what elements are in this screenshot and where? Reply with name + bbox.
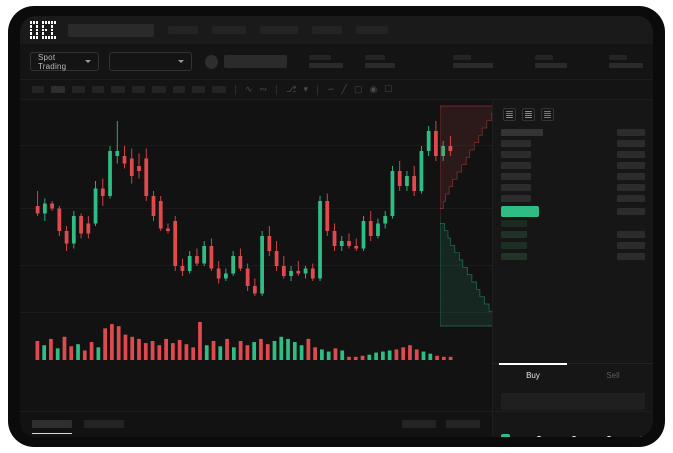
nav-item-2[interactable] <box>212 26 246 34</box>
ticker-stat-1 <box>309 55 343 68</box>
settings-icon[interactable]: ◉ <box>369 84 378 94</box>
ticker-stat-4 <box>535 55 567 68</box>
order-book-row[interactable] <box>501 160 645 171</box>
search-input[interactable] <box>68 23 154 37</box>
timeframe-button-8[interactable] <box>173 86 185 93</box>
buy-sell-tabs: Buy Sell <box>493 363 653 387</box>
chart-toolbar: ∿ ∾ ⎇ ▾ ∽ ╱ ▢ ◉ ☐ <box>20 80 653 100</box>
orders-action-2[interactable] <box>446 420 480 428</box>
bottom-panel <box>20 396 653 437</box>
ticker-stat-5 <box>609 55 643 68</box>
nav-item-1[interactable] <box>168 26 198 34</box>
order-book-panel: Buy Sell <box>492 100 653 411</box>
timeframe-button-1[interactable] <box>32 86 44 93</box>
order-book-rows <box>493 127 653 262</box>
orders-panel <box>20 412 492 437</box>
candlestick-chart <box>35 121 453 296</box>
order-book-row[interactable] <box>501 218 645 229</box>
nav-item-4[interactable] <box>312 26 342 34</box>
order-book-view-toggles <box>493 100 653 127</box>
toolbar-divider <box>276 84 278 95</box>
fullscreen-icon[interactable]: ☐ <box>384 84 393 94</box>
timeframe-button-7[interactable] <box>152 86 166 93</box>
tab-open-orders[interactable] <box>32 420 72 434</box>
nav-item-3[interactable] <box>260 26 298 34</box>
main-content: Buy Sell <box>20 100 653 411</box>
asks-view-icon[interactable] <box>541 108 554 121</box>
order-book-header-row <box>501 127 645 138</box>
order-book-row[interactable] <box>501 171 645 182</box>
toolbar-divider <box>317 84 318 95</box>
tab-sell[interactable]: Sell <box>606 371 620 380</box>
ticker-stat-3 <box>453 55 493 68</box>
trading-mode-selector[interactable]: Spot Trading <box>30 52 100 71</box>
okx-logo[interactable] <box>30 21 56 39</box>
ticker-stat-2 <box>365 55 395 68</box>
order-entry-panel <box>492 396 653 437</box>
nav-item-5[interactable] <box>356 26 388 34</box>
app-screen: Spot Trading <box>20 16 653 437</box>
orders-actions <box>402 420 480 428</box>
combined-view-icon[interactable] <box>503 108 516 121</box>
order-book-row[interactable] <box>501 193 645 204</box>
timeframe-button-5[interactable] <box>111 86 125 93</box>
top-navigation-bar <box>20 16 653 44</box>
timeframe-button-2[interactable] <box>51 86 65 93</box>
coin-avatar-icon <box>205 54 219 69</box>
order-book-row[interactable] <box>501 182 645 193</box>
chevron-down-icon <box>85 60 92 63</box>
line-chart-icon[interactable]: ∿ <box>245 84 253 94</box>
ticker-bar: Spot Trading <box>20 44 653 80</box>
volume-histogram <box>35 322 453 360</box>
slider-marker-100[interactable] <box>639 435 645 437</box>
order-book-row[interactable] <box>501 149 645 160</box>
bids-view-icon[interactable] <box>522 108 535 121</box>
candlestick-icon[interactable]: ⎇ <box>286 84 297 94</box>
amount-field[interactable] <box>501 396 645 410</box>
slider-handle[interactable] <box>501 434 510 437</box>
tab-buy[interactable]: Buy <box>493 363 573 387</box>
order-book-row[interactable] <box>501 229 645 240</box>
wave-icon[interactable]: ∽ <box>327 84 335 94</box>
pair-selector[interactable] <box>109 52 193 71</box>
timeframe-button-4[interactable] <box>92 86 104 93</box>
pair-name <box>224 55 287 68</box>
camera-icon[interactable]: ▢ <box>353 84 363 94</box>
order-book-row[interactable] <box>501 251 645 262</box>
chevron-down-icon <box>178 60 185 63</box>
amount-percent-slider[interactable] <box>501 434 645 437</box>
toolbar-divider <box>235 84 236 95</box>
chevron-down-icon[interactable]: ▾ <box>303 84 308 94</box>
slider-marker-75[interactable] <box>606 435 612 437</box>
order-book-selected-row[interactable] <box>501 204 645 218</box>
orders-tabs <box>32 420 480 434</box>
order-book-row[interactable] <box>501 240 645 251</box>
ruler-icon[interactable]: ╱ <box>341 84 347 94</box>
slider-marker-25[interactable] <box>536 435 542 437</box>
order-book-row[interactable] <box>501 138 645 149</box>
tab-order-history[interactable] <box>84 420 124 428</box>
trading-mode-label: Spot Trading <box>38 52 67 71</box>
chart-area[interactable] <box>20 100 497 411</box>
tablet-device-frame: Spot Trading <box>8 6 665 447</box>
timeframe-button-10[interactable] <box>212 86 226 93</box>
timeframe-button-9[interactable] <box>192 86 205 93</box>
area-chart-icon[interactable]: ∾ <box>259 84 268 94</box>
timeframe-button-6[interactable] <box>132 86 145 93</box>
orders-action-1[interactable] <box>402 420 436 428</box>
timeframe-button-3[interactable] <box>72 86 85 93</box>
slider-marker-50[interactable] <box>571 435 577 437</box>
